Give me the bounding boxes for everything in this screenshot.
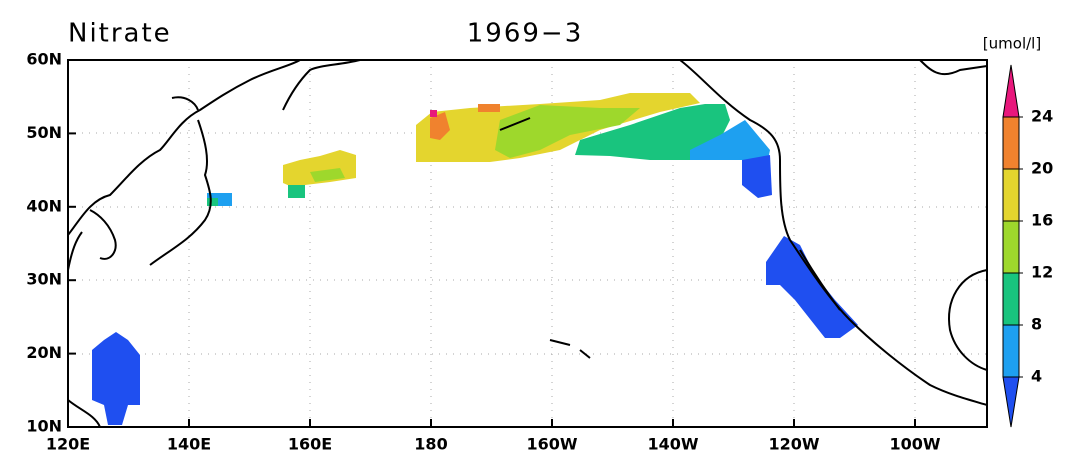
lon-label: 120W: [768, 435, 819, 454]
colorbar-label: 12: [1031, 263, 1053, 282]
lon-label: 140E: [167, 435, 211, 454]
lat-label: 60N: [26, 50, 62, 69]
lon-label: 100W: [889, 435, 940, 454]
colorbar-label: 4: [1031, 367, 1042, 386]
colorbar-box: [1002, 324, 1020, 378]
colorbar-box: [1002, 168, 1020, 222]
lat-label: 40N: [26, 196, 62, 215]
map-period: 1969−3: [467, 19, 584, 49]
colorbar-label: 8: [1031, 315, 1042, 334]
map-frame: [67, 59, 988, 428]
lon-label: 120E: [46, 435, 90, 454]
colorbar-box: [1002, 220, 1020, 274]
lat-label: 50N: [26, 123, 62, 142]
colorbar-unit: [umol/l]: [983, 35, 1041, 53]
map-title: Nitrate: [68, 19, 172, 49]
lon-label: 140W: [647, 435, 698, 454]
lat-label: 20N: [26, 343, 62, 362]
lat-label: 30N: [26, 270, 62, 289]
colorbar-high-triangle: [1002, 64, 1020, 118]
lon-label: 160E: [288, 435, 332, 454]
nitrate-field: [92, 93, 858, 425]
colorbar-box: [1002, 272, 1020, 326]
colorbar-label: 16: [1031, 211, 1053, 230]
coastlines: [67, 59, 988, 428]
lon-label: 160W: [526, 435, 577, 454]
colorbar-label: 24: [1031, 107, 1053, 126]
colorbar-box: [1002, 116, 1020, 170]
lon-label: 180: [414, 435, 447, 454]
colorbar-label: 20: [1031, 159, 1053, 178]
colorbar-low-triangle: [1002, 376, 1020, 428]
lat-label: 10N: [26, 417, 62, 436]
